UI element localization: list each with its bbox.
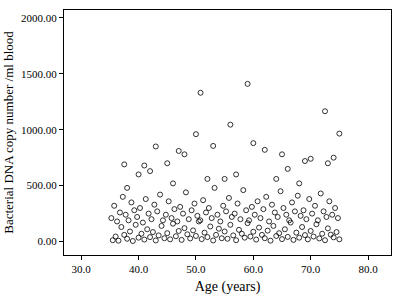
svg-text:70.0: 70.0 [301,263,321,275]
svg-text:60.0: 60.0 [244,263,264,275]
svg-text:30.0: 30.0 [72,263,92,275]
svg-text:2000.00: 2000.00 [21,12,57,24]
svg-text:1500.00: 1500.00 [21,68,57,80]
svg-text:80.0: 80.0 [358,263,378,275]
svg-text:0.00: 0.00 [38,235,58,247]
svg-text:1000.00: 1000.00 [21,124,57,136]
svg-text:50.0: 50.0 [186,263,206,275]
svg-text:Age (years): Age (years) [195,279,261,295]
svg-text:40.0: 40.0 [129,263,149,275]
svg-text:Bacterial DNA copy number /ml: Bacterial DNA copy number /ml blood [1,31,16,234]
svg-text:500.00: 500.00 [27,179,58,191]
